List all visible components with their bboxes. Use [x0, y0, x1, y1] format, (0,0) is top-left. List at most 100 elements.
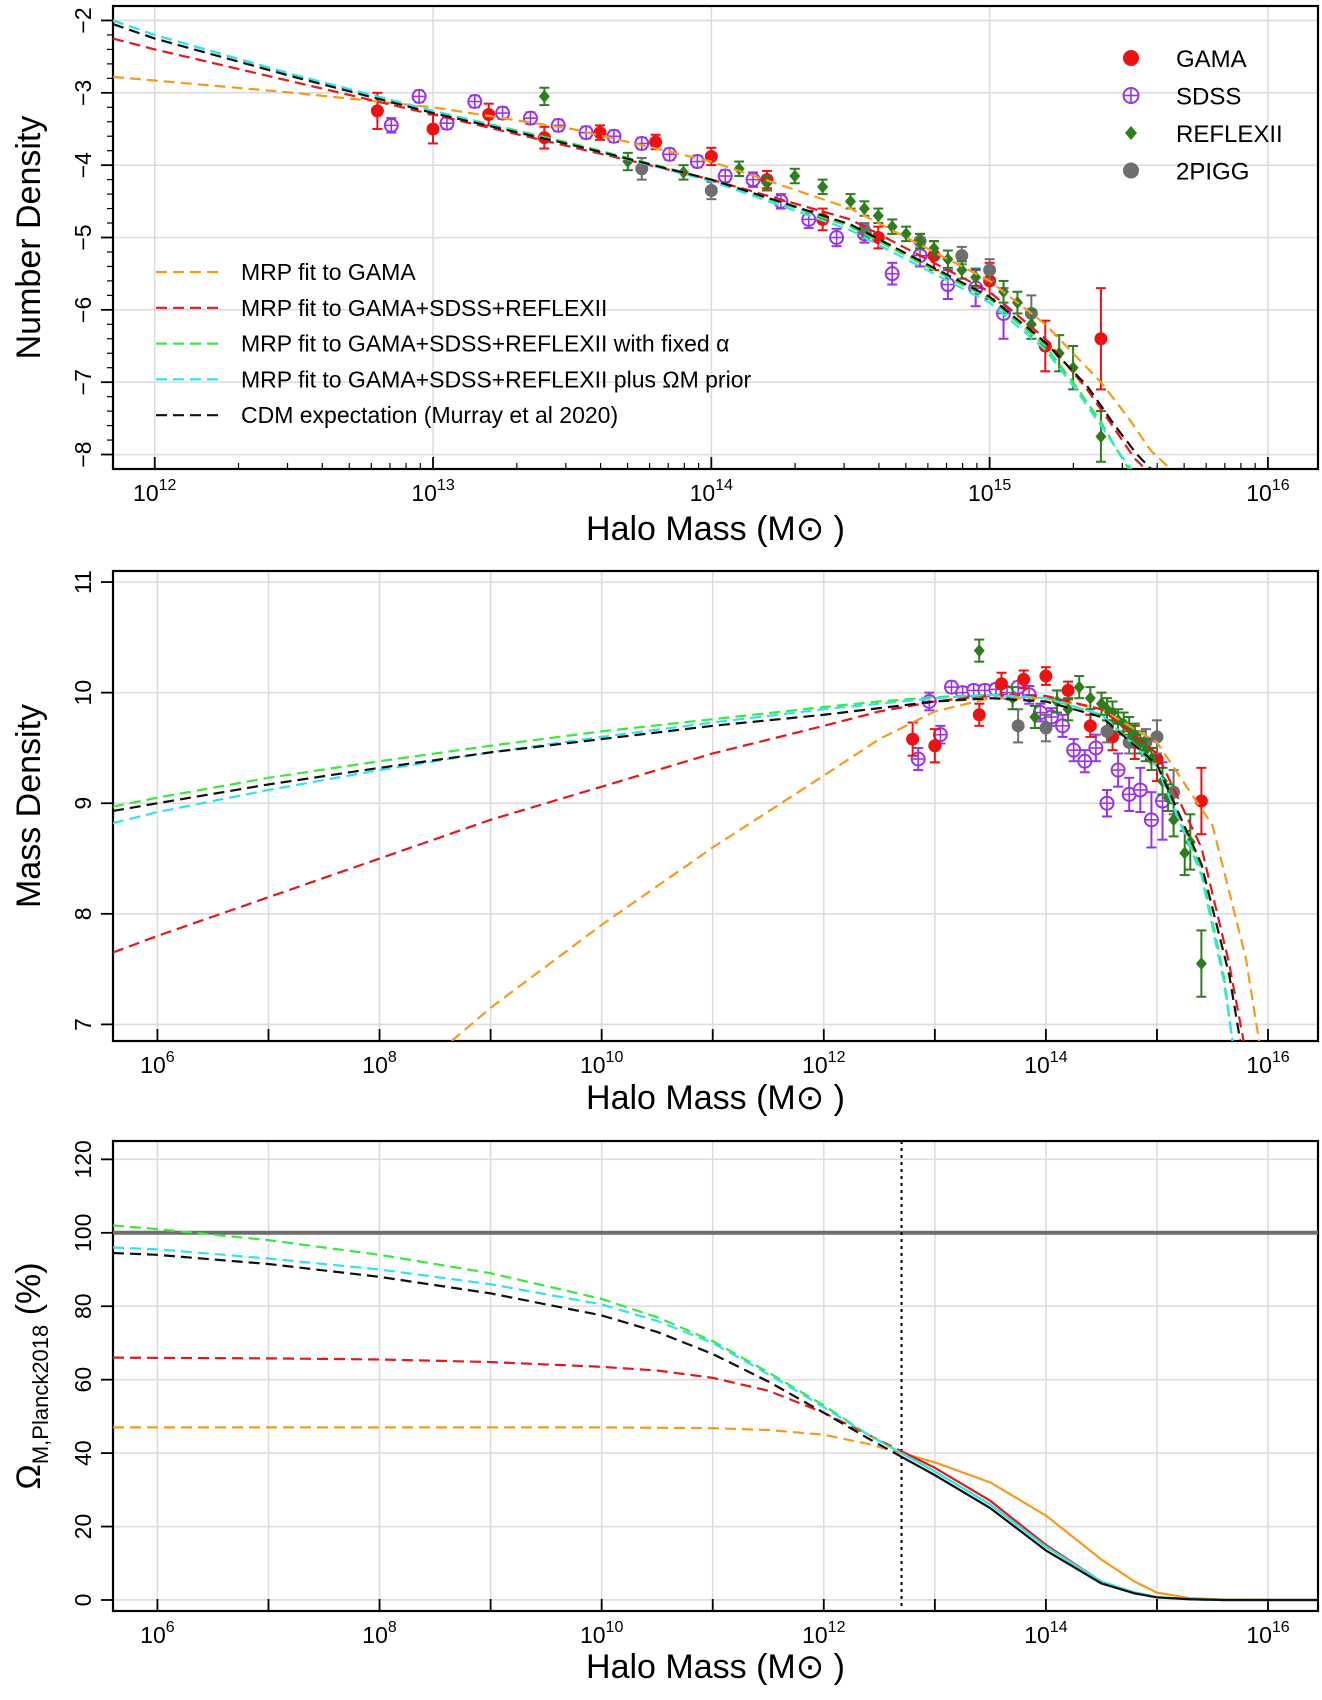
sdss-point	[411, 88, 427, 104]
curve-mrp_fixed_alpha-dashed	[113, 1224, 903, 1455]
sdss-point	[829, 227, 845, 248]
legend-marker-gama	[1123, 50, 1139, 66]
x-tick-label: 106	[140, 1619, 175, 1648]
pigg-marker	[1100, 724, 1114, 738]
x-tick-exponent: 16	[1272, 1619, 1290, 1636]
x-tick-mantissa: 10	[1246, 1622, 1272, 1648]
reflex-marker	[1179, 846, 1191, 860]
y-axis-title: Number Density	[10, 116, 48, 360]
x-tick-exponent: 8	[388, 1619, 397, 1636]
x-tick-mantissa: 10	[802, 1052, 828, 1078]
y-tick-label: 11	[70, 570, 96, 594]
reflex-marker	[973, 644, 985, 658]
x-tick-label: 1014	[1024, 1619, 1067, 1648]
pigg-point	[955, 245, 969, 266]
curve-mrp_prior-dashed	[113, 1246, 903, 1455]
reflex-marker	[761, 176, 773, 190]
x-tick-mantissa: 10	[140, 1622, 166, 1648]
gama-marker	[972, 708, 986, 722]
x-tick-mantissa: 10	[1246, 1052, 1272, 1078]
legend-label-mrp_prior: MRP fit to GAMA+SDSS+REFLEXII plus ΩM pr…	[241, 366, 751, 392]
x-tick-mantissa: 10	[362, 1622, 388, 1648]
sdss-point	[1055, 713, 1071, 738]
plot-frame	[111, 569, 1320, 1043]
y-tick-label: −7	[70, 369, 96, 395]
sdss-point	[1088, 733, 1104, 763]
reflex-point	[817, 178, 829, 196]
pigg-marker	[955, 249, 969, 263]
x-tick-label: 1012	[802, 1049, 845, 1078]
reflex-point	[914, 232, 926, 250]
pigg-point	[1150, 719, 1164, 755]
x-tick-label: 108	[362, 1619, 397, 1648]
gama-marker	[370, 104, 384, 118]
legend-label-sdss: SDSS	[1176, 84, 1241, 111]
curve-mrp_all-dashed	[113, 1356, 903, 1453]
curve-cdm-dashed	[113, 1251, 903, 1458]
y-tick-label: −6	[70, 297, 96, 323]
gama-point	[1017, 669, 1031, 690]
pigg-marker	[1150, 730, 1164, 744]
gama-point	[1094, 287, 1108, 391]
reflex-marker	[1067, 361, 1079, 375]
x-tick-label: 1016	[1246, 1619, 1289, 1648]
grid-lines	[113, 6, 1318, 469]
x-tick-mantissa: 10	[580, 1622, 606, 1648]
x-tick-label: 1014	[1024, 1049, 1067, 1078]
sdss-point	[467, 93, 483, 109]
x-tick-exponent: 14	[715, 477, 733, 494]
gama-point	[426, 113, 440, 145]
marker-legend: GAMA SDSS REFLEXII 2PIGG	[1122, 46, 1283, 186]
x-tick-label: 1014	[690, 477, 733, 506]
reflex-point	[1195, 929, 1207, 998]
reflex-point	[844, 193, 856, 210]
pigg-marker	[1039, 721, 1053, 735]
sdss-point	[717, 168, 733, 184]
reflex-marker	[914, 234, 926, 248]
x-tick-exponent: 12	[159, 477, 177, 494]
sdss-point	[884, 261, 900, 286]
x-tick-exponent: 6	[166, 1619, 175, 1636]
x-tick-label: 1012	[802, 1619, 845, 1648]
gama-marker	[1094, 332, 1108, 346]
reflex-point	[942, 249, 954, 269]
model-curves	[113, 1224, 1318, 1602]
y-tick-label: 120	[70, 1140, 96, 1178]
sdss-point	[1121, 776, 1137, 812]
y-tick-label: 40	[70, 1440, 96, 1466]
reflex-marker	[942, 252, 954, 266]
y-tick-label: 80	[70, 1293, 96, 1319]
y-axis-title: ΩM,Planck2018 (%)	[10, 1262, 53, 1489]
gama-marker	[482, 108, 496, 122]
x-tick-mantissa: 10	[1024, 1622, 1050, 1648]
curve-mrp_prior	[113, 693, 1234, 1041]
x-tick-mantissa: 10	[362, 1052, 388, 1078]
x-tick-label: 1015	[968, 477, 1011, 506]
reflex-marker	[1053, 346, 1065, 360]
sdss-point	[662, 146, 678, 162]
reflex-point	[973, 638, 985, 663]
reflex-point	[970, 267, 982, 287]
x-tick-mantissa: 10	[968, 480, 994, 506]
y-tick-label: 7	[70, 1018, 96, 1031]
sdss-point	[1132, 766, 1148, 814]
x-tick-mantissa: 10	[140, 1052, 166, 1078]
sdss-point	[932, 724, 948, 745]
reflex-marker	[956, 263, 968, 277]
curve-mrp_prior	[113, 19, 1133, 469]
gama-marker	[1017, 672, 1031, 686]
y-tick-label: 20	[70, 1514, 96, 1540]
reflex-marker	[538, 89, 550, 103]
legend-marker-reflex	[1125, 126, 1137, 140]
line-legend: MRP fit to GAMA MRP fit to GAMA+SDSS+REFL…	[156, 259, 751, 428]
x-tick-exponent: 14	[1050, 1049, 1068, 1066]
x-tick-label: 1012	[133, 477, 176, 506]
legend-marker-pigg	[1123, 162, 1139, 179]
pigg-marker	[1011, 719, 1025, 733]
legend-label-mrp_gama: MRP fit to GAMA	[241, 259, 416, 285]
reflex-point	[1073, 675, 1085, 700]
gama-marker	[928, 739, 942, 753]
x-tick-exponent: 12	[828, 1049, 846, 1066]
